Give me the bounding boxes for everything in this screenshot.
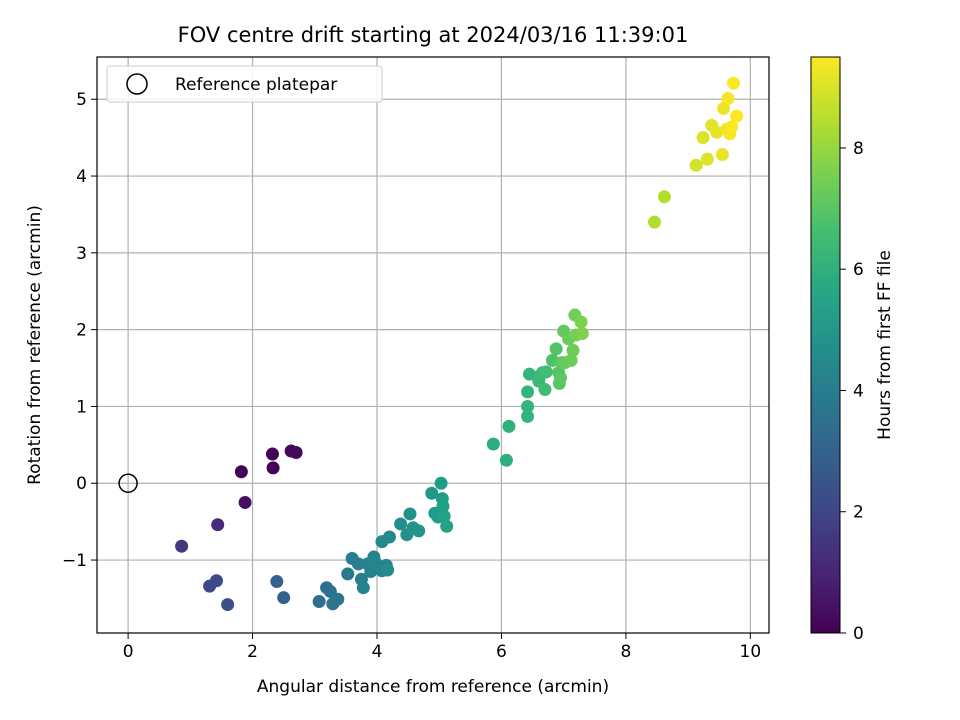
data-point <box>700 152 714 166</box>
data-point <box>486 437 500 451</box>
data-point <box>715 148 729 162</box>
data-point <box>721 91 735 105</box>
data-point <box>351 557 365 571</box>
data-point <box>425 486 439 500</box>
colorbar-tick-label: 6 <box>853 260 864 280</box>
data-point <box>312 595 326 609</box>
reference-platepar-marker <box>118 473 138 493</box>
data-point <box>440 519 454 533</box>
data-point <box>502 419 516 433</box>
data-point <box>499 453 513 467</box>
data-point <box>725 120 739 134</box>
data-point <box>566 343 580 357</box>
colorbar-tick-label: 2 <box>853 503 864 523</box>
legend-box <box>106 65 383 103</box>
grid <box>97 57 769 633</box>
colorbar-tick-label: 4 <box>853 381 864 401</box>
data-point <box>437 509 451 523</box>
colorbar-ticks: 0 2 4 6 8 <box>840 139 864 644</box>
colorbar-label: Hours from first FF file <box>875 250 895 440</box>
data-point <box>696 131 710 145</box>
data-point <box>727 76 741 90</box>
data-point <box>289 446 303 460</box>
y-tick-label: 3 <box>76 244 87 264</box>
data-point <box>375 535 389 549</box>
data-point <box>554 371 568 385</box>
data-point <box>211 518 225 532</box>
y-axis-label: Rotation from reference (arcmin) <box>25 205 45 485</box>
data-point <box>266 461 280 475</box>
axis-ticks: 0 2 4 6 8 10 −1 0 1 2 3 4 5 <box>62 90 761 662</box>
y-tick-label: −1 <box>62 551 87 571</box>
chart-title: FOV centre drift starting at 2024/03/16 … <box>178 23 689 47</box>
data-point <box>574 315 588 329</box>
data-point <box>689 158 703 172</box>
data-point <box>277 591 291 605</box>
x-tick-label: 2 <box>247 642 258 662</box>
data-point <box>221 598 235 612</box>
data-points <box>175 76 744 612</box>
data-point <box>648 215 662 229</box>
x-tick-label: 8 <box>620 642 631 662</box>
y-tick-label: 0 <box>76 474 87 494</box>
plot-frame <box>96 56 770 634</box>
x-tick-label: 10 <box>740 642 762 662</box>
data-point <box>538 383 552 397</box>
x-tick-label: 4 <box>372 642 383 662</box>
data-point <box>564 353 578 367</box>
data-point <box>270 575 284 589</box>
x-tick-label: 0 <box>123 642 134 662</box>
data-point <box>521 409 535 423</box>
data-point <box>730 109 744 123</box>
data-point <box>209 574 223 588</box>
data-point <box>710 125 724 139</box>
data-point <box>539 365 553 379</box>
data-point <box>521 399 535 413</box>
data-point <box>549 342 563 356</box>
y-tick-label: 2 <box>76 321 87 341</box>
x-axis-label: Angular distance from reference (arcmin) <box>257 677 609 697</box>
data-point <box>175 539 189 553</box>
data-point <box>522 367 536 381</box>
legend-marker <box>126 73 148 95</box>
data-point <box>521 385 535 399</box>
data-point <box>331 592 345 606</box>
data-point <box>234 465 248 479</box>
data-point <box>434 476 448 490</box>
data-point <box>575 326 589 340</box>
colorbar: 0 2 4 6 8 Hours from first FF file <box>810 56 895 644</box>
colorbar-tick-label: 8 <box>853 139 864 159</box>
colorbar-gradient <box>810 56 841 634</box>
data-point <box>265 447 279 461</box>
y-tick-label: 5 <box>76 90 87 110</box>
data-point <box>436 499 450 513</box>
data-point <box>238 495 252 509</box>
y-tick-label: 4 <box>76 167 87 187</box>
data-point <box>341 567 355 581</box>
colorbar-tick-label: 0 <box>853 624 864 644</box>
legend-entry: Reference platepar <box>175 75 337 95</box>
x-tick-label: 6 <box>496 642 507 662</box>
data-point <box>356 581 370 595</box>
data-point <box>381 563 395 577</box>
data-point <box>717 101 731 115</box>
y-tick-label: 1 <box>76 397 87 417</box>
data-point <box>657 190 671 204</box>
data-point <box>403 507 417 521</box>
data-point <box>394 517 408 531</box>
data-point <box>412 524 426 538</box>
legend: Reference platepar <box>106 65 383 103</box>
